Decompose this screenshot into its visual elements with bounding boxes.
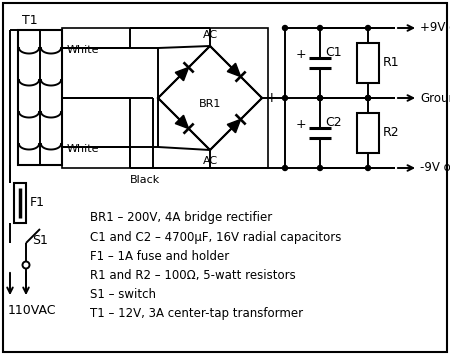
Circle shape <box>283 26 288 31</box>
Text: S1: S1 <box>32 235 48 247</box>
Text: R2: R2 <box>383 126 400 140</box>
Text: F1: F1 <box>30 197 45 209</box>
Circle shape <box>365 95 370 100</box>
Text: +9V output: +9V output <box>420 22 450 34</box>
Circle shape <box>283 95 288 100</box>
Text: S1 – switch: S1 – switch <box>90 288 156 300</box>
Text: BR1: BR1 <box>199 99 221 109</box>
Polygon shape <box>227 119 241 133</box>
Polygon shape <box>175 67 189 81</box>
Circle shape <box>318 95 323 100</box>
Circle shape <box>365 95 370 100</box>
Text: White: White <box>67 144 99 154</box>
Text: F1 – 1A fuse and holder: F1 – 1A fuse and holder <box>90 250 229 262</box>
Text: -9V output: -9V output <box>420 162 450 175</box>
Text: +: + <box>296 118 306 131</box>
Bar <box>14 183 26 223</box>
Text: Ground: Ground <box>420 92 450 104</box>
Circle shape <box>318 165 323 170</box>
Bar <box>357 43 379 83</box>
Text: −: − <box>138 91 150 105</box>
Text: R1: R1 <box>383 56 400 70</box>
Text: AC: AC <box>202 30 217 40</box>
Bar <box>18 30 62 165</box>
Circle shape <box>318 95 323 100</box>
Circle shape <box>365 26 370 31</box>
Text: 110VAC: 110VAC <box>8 304 57 317</box>
Text: C1: C1 <box>325 47 342 60</box>
Polygon shape <box>227 63 241 77</box>
Text: T1: T1 <box>22 13 38 27</box>
Bar <box>62 28 268 168</box>
Text: +: + <box>265 91 277 105</box>
Circle shape <box>283 165 288 170</box>
Text: White: White <box>67 45 99 55</box>
Text: AC: AC <box>202 156 217 166</box>
Bar <box>357 113 379 153</box>
Text: BR1 – 200V, 4A bridge rectifier: BR1 – 200V, 4A bridge rectifier <box>90 212 272 224</box>
Text: Black: Black <box>130 175 160 185</box>
Text: T1 – 12V, 3A center-tap transformer: T1 – 12V, 3A center-tap transformer <box>90 306 303 320</box>
Text: C2: C2 <box>325 116 342 130</box>
Circle shape <box>365 165 370 170</box>
Polygon shape <box>175 115 189 129</box>
Circle shape <box>318 26 323 31</box>
Text: +: + <box>296 48 306 60</box>
Text: R1 and R2 – 100Ω, 5-watt resistors: R1 and R2 – 100Ω, 5-watt resistors <box>90 268 296 282</box>
Text: C1 and C2 – 4700μF, 16V radial capacitors: C1 and C2 – 4700μF, 16V radial capacitor… <box>90 230 342 244</box>
